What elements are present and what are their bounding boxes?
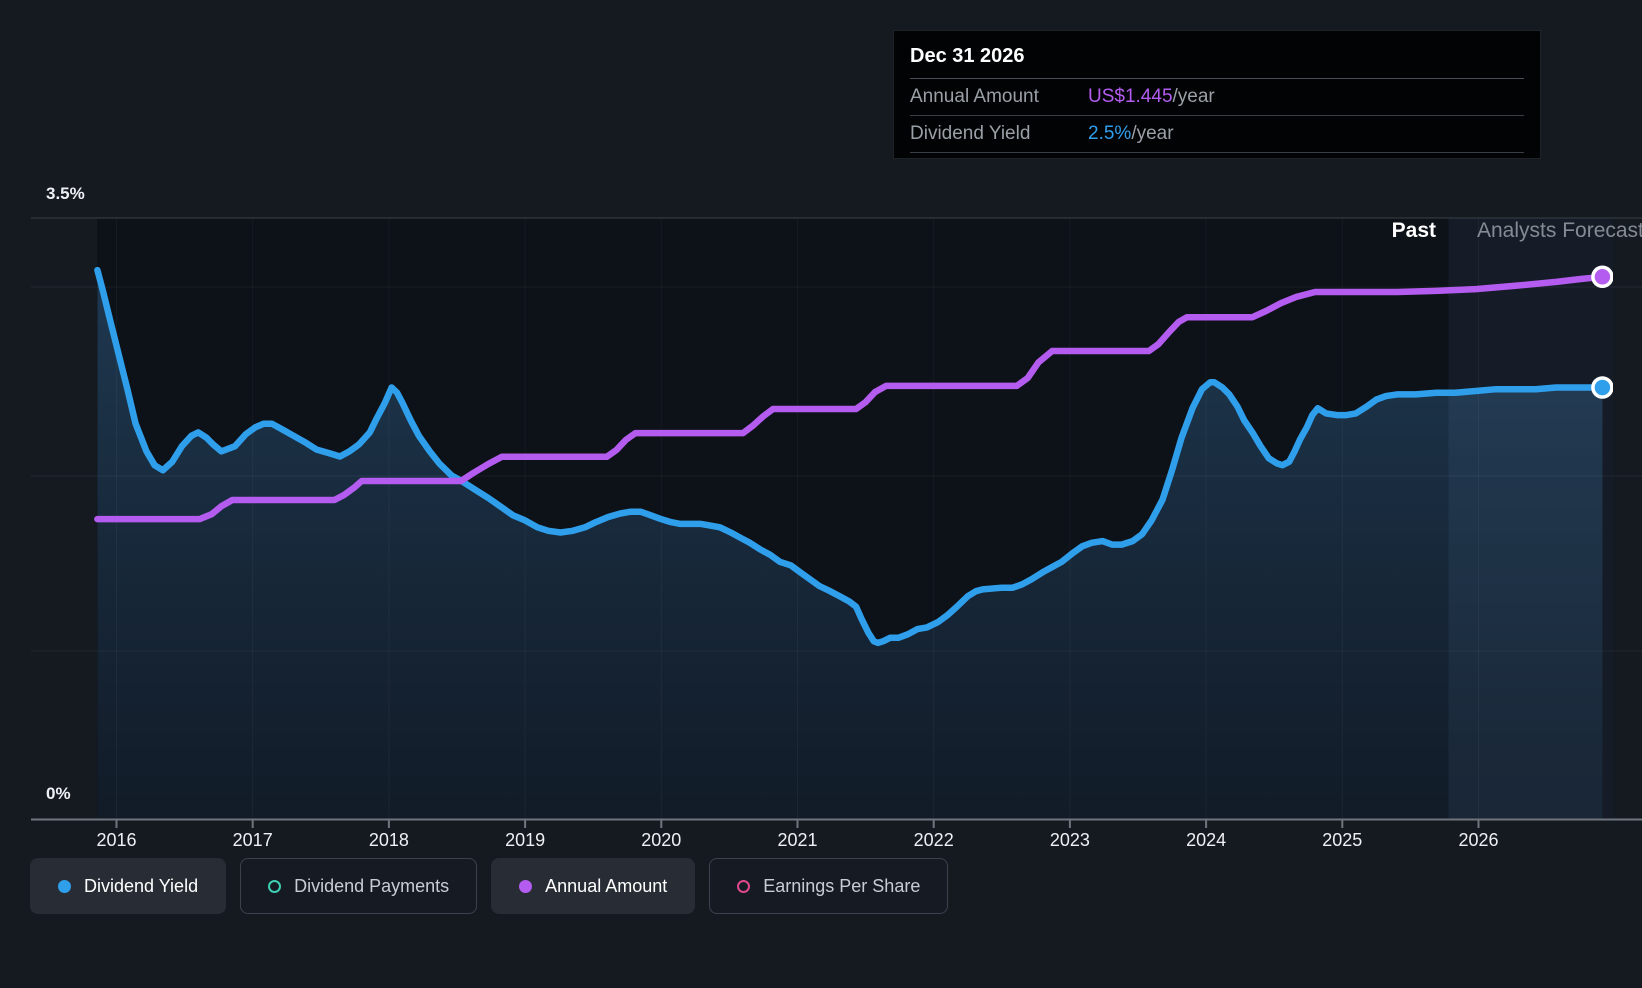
tooltip-value-dividend-yield: 2.5% bbox=[1088, 123, 1132, 144]
tooltip-label: Dividend Yield bbox=[910, 123, 1031, 144]
chart-tooltip: Dec 31 2026 Annual Amount US$1.445/year … bbox=[893, 30, 1541, 159]
tooltip-row-dividend-yield: Dividend Yield 2.5%/year bbox=[910, 116, 1524, 153]
x-axis-label-2016: 2016 bbox=[96, 830, 137, 850]
x-axis-label-2021: 2021 bbox=[777, 830, 818, 850]
legend-label: Annual Amount bbox=[545, 875, 668, 896]
y-axis-max-label: 3.5% bbox=[46, 184, 85, 203]
past-zone-label: Past bbox=[1391, 219, 1436, 242]
forecast-band bbox=[1448, 218, 1613, 819]
legend-label: Earnings Per Share bbox=[763, 875, 921, 896]
x-axis-label-2024: 2024 bbox=[1186, 830, 1227, 850]
x-axis-label-2022: 2022 bbox=[913, 830, 954, 850]
tooltip-row-annual-amount: Annual Amount US$1.445/year bbox=[910, 79, 1524, 116]
dividend-yield-line bbox=[94, 266, 1606, 647]
legend-button-dividend-payments[interactable]: Dividend Payments bbox=[240, 858, 478, 914]
x-axis-label-2018: 2018 bbox=[368, 830, 409, 850]
tooltip-label: Annual Amount bbox=[910, 86, 1039, 107]
tooltip-value-suffix: /year bbox=[1131, 123, 1174, 144]
legend-button-annual-amount[interactable]: Annual Amount bbox=[491, 858, 696, 914]
dividend-payments-swatch-icon bbox=[268, 879, 282, 893]
annual-amount-end-dot bbox=[1591, 265, 1613, 289]
legend-label: Dividend Yield bbox=[84, 875, 199, 896]
x-axis-label-2025: 2025 bbox=[1322, 830, 1363, 850]
y-axis-min-label: 0% bbox=[46, 784, 71, 803]
annual-amount-swatch-icon bbox=[519, 879, 533, 893]
analysts-forecast-zone-label: Analysts Forecast bbox=[1477, 219, 1642, 242]
x-axis-label-2026: 2026 bbox=[1458, 830, 1499, 850]
dividend-yield-area bbox=[97, 270, 1603, 820]
annual-amount-line bbox=[94, 273, 1606, 523]
legend-button-earnings-per-share[interactable]: Earnings Per Share bbox=[709, 858, 949, 914]
tooltip-value-suffix: /year bbox=[1172, 86, 1215, 107]
tooltip-date: Dec 31 2026 bbox=[910, 43, 1524, 79]
dividend-yield-end-dot bbox=[1591, 376, 1613, 399]
x-axis-label-2019: 2019 bbox=[505, 830, 546, 850]
chart-legend: Dividend Yield Dividend Payments Annual Am… bbox=[30, 858, 949, 914]
legend-label: Dividend Payments bbox=[294, 875, 450, 896]
earnings-per-share-swatch-icon bbox=[737, 879, 751, 893]
x-axis-label-2023: 2023 bbox=[1049, 830, 1090, 850]
tooltip-value-annual-amount: US$1.445 bbox=[1088, 86, 1173, 107]
x-axis-label-2017: 2017 bbox=[232, 830, 273, 850]
dividend-yield-swatch-icon bbox=[58, 879, 71, 893]
x-axis-label-2020: 2020 bbox=[641, 830, 682, 850]
legend-button-dividend-yield[interactable]: Dividend Yield bbox=[30, 858, 227, 914]
